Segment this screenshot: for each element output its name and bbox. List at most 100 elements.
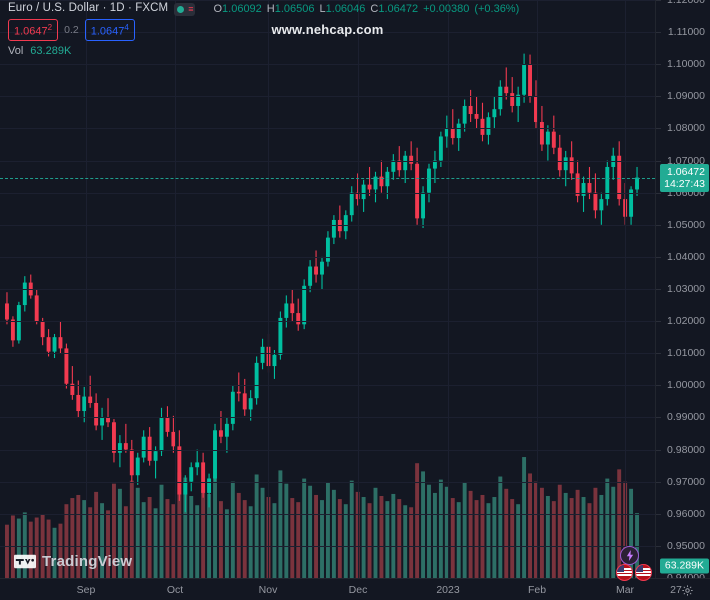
us-flag-icon[interactable]: [616, 564, 633, 581]
ohlc-o-value: 1.06092: [222, 2, 262, 15]
price-axis-tick: [656, 321, 661, 323]
volume-legend[interactable]: Vol 63.289K: [8, 46, 519, 57]
chart-legend: Euro / U.S. Dollar · 1D · FXCM ≡ O1.0609…: [8, 2, 519, 57]
price-axis-label: 0.98000: [667, 443, 705, 456]
price-axis-label: 0.97000: [667, 475, 705, 488]
ohlc-c-value: 1.06472: [378, 2, 419, 15]
volume-value: 63.289K: [30, 45, 72, 57]
price-axis-label: 1.03000: [667, 283, 705, 295]
grid-line-horizontal: [0, 64, 655, 66]
grid-line-horizontal: [0, 289, 655, 290]
symbol-title[interactable]: Euro / U.S. Dollar · 1D · FXCM: [8, 2, 169, 15]
price-axis-tick: [656, 289, 661, 290]
candlestick-series: [5, 53, 639, 578]
grid-line-horizontal: [0, 545, 655, 547]
price-axis-tick: [656, 0, 661, 1]
price-axis-label: 0.95000: [667, 539, 705, 552]
chart-plot-area[interactable]: [0, 0, 655, 578]
price-axis-label: 1.12000: [667, 0, 705, 6]
grid-line-vertical: [358, 0, 359, 578]
grid-line-vertical: [86, 0, 87, 578]
grid-line-horizontal: [0, 417, 655, 419]
time-axis-label: Feb: [527, 584, 547, 596]
grid-line-horizontal: [0, 192, 655, 194]
time-axis-label: 27: [670, 584, 682, 596]
grid-line-horizontal: [0, 128, 655, 130]
price-axis-tick: [656, 256, 661, 258]
current-price-badge: 1.06472 14:27:43: [660, 163, 709, 192]
price-box-red[interactable]: 1.06472: [8, 19, 59, 41]
time-axis-label: Oct: [166, 584, 184, 596]
grid-line-horizontal: [0, 385, 655, 387]
time-axis-label: Nov: [258, 584, 278, 596]
time-axis-label: Sep: [76, 584, 96, 596]
current-price-line: [0, 177, 655, 179]
price-box-red-value: 1.0647: [14, 25, 48, 38]
grid-line-vertical: [625, 0, 626, 578]
ohlc-h-label: H: [266, 2, 275, 15]
price-axis-label: 0.99000: [667, 411, 705, 424]
price-axis-label: 1.02000: [667, 315, 705, 328]
grid-line-horizontal: [0, 321, 655, 323]
gear-icon[interactable]: [681, 584, 694, 597]
grid-line-vertical: [448, 0, 449, 578]
tradingview-logo-icon: [14, 554, 36, 569]
legend-indicator-row: 1.06472 0.2 1.06474: [8, 19, 519, 41]
price-box-blue-sup: 4: [124, 23, 129, 33]
tradingview-watermark: TradingView: [14, 553, 132, 570]
price-axis-label: 0.96000: [667, 507, 705, 520]
legend-status-badges[interactable]: ≡: [174, 2, 196, 16]
price-axis-label: 1.08000: [667, 122, 705, 135]
price-axis-tick: [656, 513, 661, 515]
current-price-badge-value: 1.06472: [667, 165, 705, 178]
price-box-blue-value: 1.0647: [90, 25, 125, 38]
ohlc-l-label: L: [319, 2, 326, 15]
price-axis-tick: [656, 32, 661, 34]
volume-label: Vol: [8, 45, 24, 57]
price-axis-label: 1.09000: [667, 90, 705, 103]
price-axis-tick: [656, 545, 661, 547]
time-axis[interactable]: Sep Oct Nov Dec 2023 Feb Mar 27: [0, 578, 710, 600]
site-watermark: www.nehcap.com: [271, 22, 384, 37]
volume-badge: 63.289K: [659, 558, 709, 574]
ohlc-h-value: 1.06506: [274, 2, 315, 15]
grid-line-horizontal: [0, 513, 655, 515]
price-axis-tick: [656, 481, 661, 483]
price-axis[interactable]: 1.12000 1.11000 1.10000 1.09000 1.08000 1.070…: [655, 0, 710, 584]
grid-line-vertical: [175, 0, 176, 578]
green-dot-icon: [177, 5, 185, 13]
ohlc-o-label: O: [213, 2, 223, 15]
equals-icon[interactable]: ≡: [188, 3, 193, 14]
price-box-blue[interactable]: 1.06474: [84, 19, 135, 41]
grid-line-horizontal: [0, 353, 655, 355]
grid-line-horizontal: [0, 96, 655, 98]
grid-line-vertical: [537, 0, 538, 578]
time-axis-label: Dec: [348, 584, 368, 596]
us-flag-icon[interactable]: [635, 564, 652, 581]
legend-title-row: Euro / U.S. Dollar · 1D · FXCM ≡ O1.0609…: [8, 2, 519, 16]
grid-line-horizontal: [0, 32, 655, 34]
economic-event-markers[interactable]: [616, 564, 652, 581]
grid-line-horizontal: [0, 160, 655, 162]
price-axis-tick: [656, 128, 661, 130]
price-axis-label: 1.10000: [667, 58, 705, 71]
grid-line-horizontal: [0, 224, 655, 226]
price-axis-label: 1.11000: [667, 26, 705, 39]
price-axis-tick: [656, 417, 661, 419]
price-box-red-sup: 2: [47, 23, 53, 33]
grid-line-horizontal: [0, 256, 655, 258]
price-axis-tick: [656, 449, 661, 451]
price-axis-tick: [656, 96, 661, 98]
ohlc-readout: O1.06092 H1.06506 L1.06046 C1.06472 +0.0…: [213, 2, 519, 15]
price-axis-tick: [656, 192, 661, 194]
indicator-separator-value: 0.2: [64, 23, 79, 36]
ohlc-change: +0.00380: [423, 2, 470, 15]
time-axis-label: Mar: [615, 584, 635, 596]
grid-line-vertical: [268, 0, 269, 578]
grid-line-horizontal: [0, 481, 655, 483]
grid-line-horizontal: [0, 449, 655, 451]
current-time-badge-value: 14:27:43: [664, 177, 705, 190]
ohlc-l-value: 1.06046: [325, 2, 366, 15]
lightning-bolt-icon[interactable]: [620, 546, 639, 565]
